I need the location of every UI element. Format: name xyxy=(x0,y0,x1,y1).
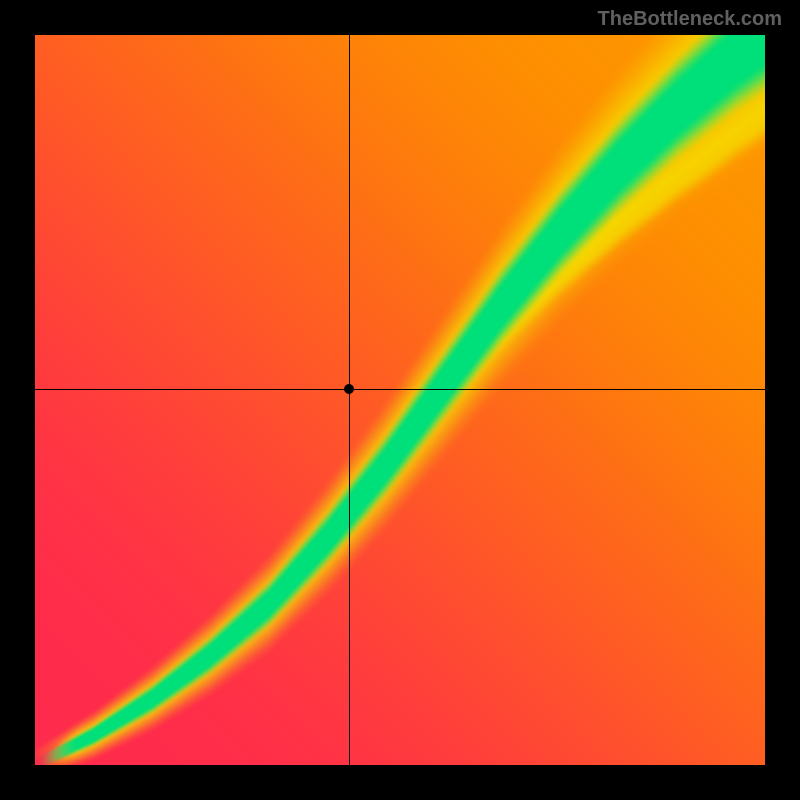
crosshair-horizontal xyxy=(35,389,765,390)
watermark-text: TheBottleneck.com xyxy=(598,8,782,31)
bottleneck-heatmap xyxy=(35,35,765,765)
marker-dot xyxy=(344,384,354,394)
heatmap-canvas xyxy=(35,35,765,765)
crosshair-vertical xyxy=(349,35,350,765)
